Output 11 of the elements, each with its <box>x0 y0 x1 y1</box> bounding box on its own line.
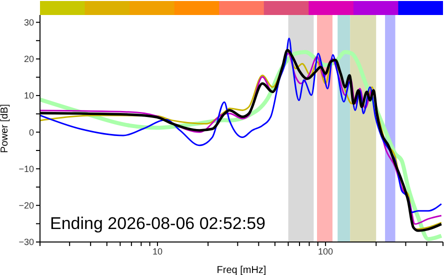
y-tick-label: −10 <box>18 164 34 174</box>
y-tick-label: 30 <box>24 18 34 28</box>
y-tick-label: 10 <box>24 90 34 101</box>
y-tick-label: −30 <box>18 237 34 248</box>
x-axis-title: Freq [mHz] <box>216 265 266 275</box>
annotation: Ending 2026-08-06 02:52:59 <box>50 214 266 234</box>
y-tick-label: 20 <box>24 54 34 64</box>
y-tick-label: −20 <box>18 200 34 211</box>
y-tick-label: 0 <box>28 127 34 138</box>
y-axis-title: Power [dB] <box>0 104 11 153</box>
x-tick-label: 100 <box>318 246 334 256</box>
